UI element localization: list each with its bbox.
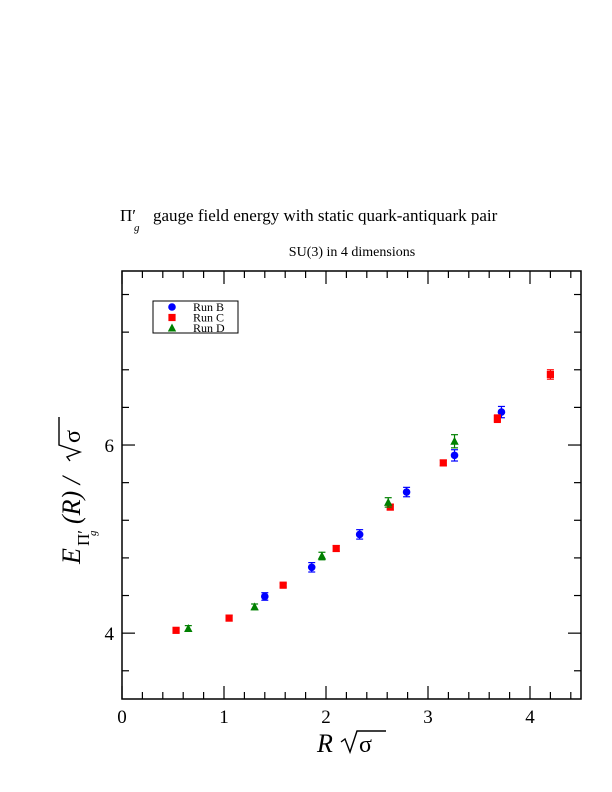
title-symbol: Π: [120, 206, 132, 225]
x-tick-label: 3: [423, 707, 433, 728]
chart-subtitle: SU(3) in 4 dimensions: [289, 245, 415, 260]
data-point: [450, 451, 459, 460]
title-symbol-prime: ′: [132, 206, 136, 225]
data-point: [439, 459, 447, 467]
data-point: [450, 436, 459, 445]
legend-marker: [167, 323, 177, 332]
data-point: [355, 530, 364, 539]
series-run-c: [172, 369, 554, 634]
ylabel-sub: Π′: [74, 530, 93, 546]
y-tick-label: 4: [105, 624, 115, 645]
xlabel-sigma: σ: [359, 732, 372, 758]
ylabel-sqrt-sign: [58, 417, 83, 462]
y-tick-label: 6: [105, 436, 115, 457]
series-run-b: [261, 405, 506, 601]
xlabel-var: R: [316, 729, 333, 758]
data-marks: [172, 369, 554, 634]
axis-ticks: 0 1 2 3 4 4 6: [105, 271, 581, 728]
legend-label: Run B: [193, 300, 224, 314]
series-run-d: [184, 434, 459, 632]
data-point: [225, 614, 233, 622]
ylabel-sub-pi: Π: [74, 534, 93, 546]
data-point: [402, 488, 411, 496]
y-axis-label: E Π′ g (R) / σ: [57, 417, 99, 565]
x-tick-label: 2: [321, 707, 331, 728]
ylabel-sub-g: g: [87, 530, 99, 536]
data-point: [261, 592, 269, 601]
legend-box: [152, 300, 239, 334]
data-point: [279, 581, 287, 589]
data-point: [184, 623, 193, 632]
xlabel-sqrt-sign: [340, 730, 386, 755]
data-point: [384, 497, 393, 506]
data-point: [307, 563, 316, 572]
ylabel-mid: (R) /: [57, 474, 86, 524]
x-tick-label: 0: [117, 707, 127, 728]
x-tick-label: 1: [219, 707, 229, 728]
ylabel-var: E: [57, 548, 86, 565]
data-point: [332, 544, 340, 553]
plot-frame: [121, 270, 582, 700]
data-point: [497, 408, 506, 416]
legend-label: Run C: [193, 311, 224, 325]
data-point: [493, 415, 501, 423]
title-symbol-sub: g: [134, 222, 140, 234]
ylabel-sigma: σ: [60, 430, 86, 443]
title-text: gauge field energy with static quark-ant…: [153, 206, 498, 225]
x-tick-label: 4: [525, 707, 535, 728]
data-point: [546, 370, 554, 379]
chart-title: Π′: [120, 206, 136, 225]
data-point: [172, 626, 180, 634]
ylabel-sub-prime: ′: [74, 530, 93, 534]
legend-marker: [168, 303, 176, 311]
data-point: [317, 551, 327, 560]
data-point: [250, 602, 259, 611]
legend-marker: [168, 313, 176, 322]
legend-label: Run D: [193, 321, 225, 335]
x-axis-label: R σ: [316, 729, 386, 758]
